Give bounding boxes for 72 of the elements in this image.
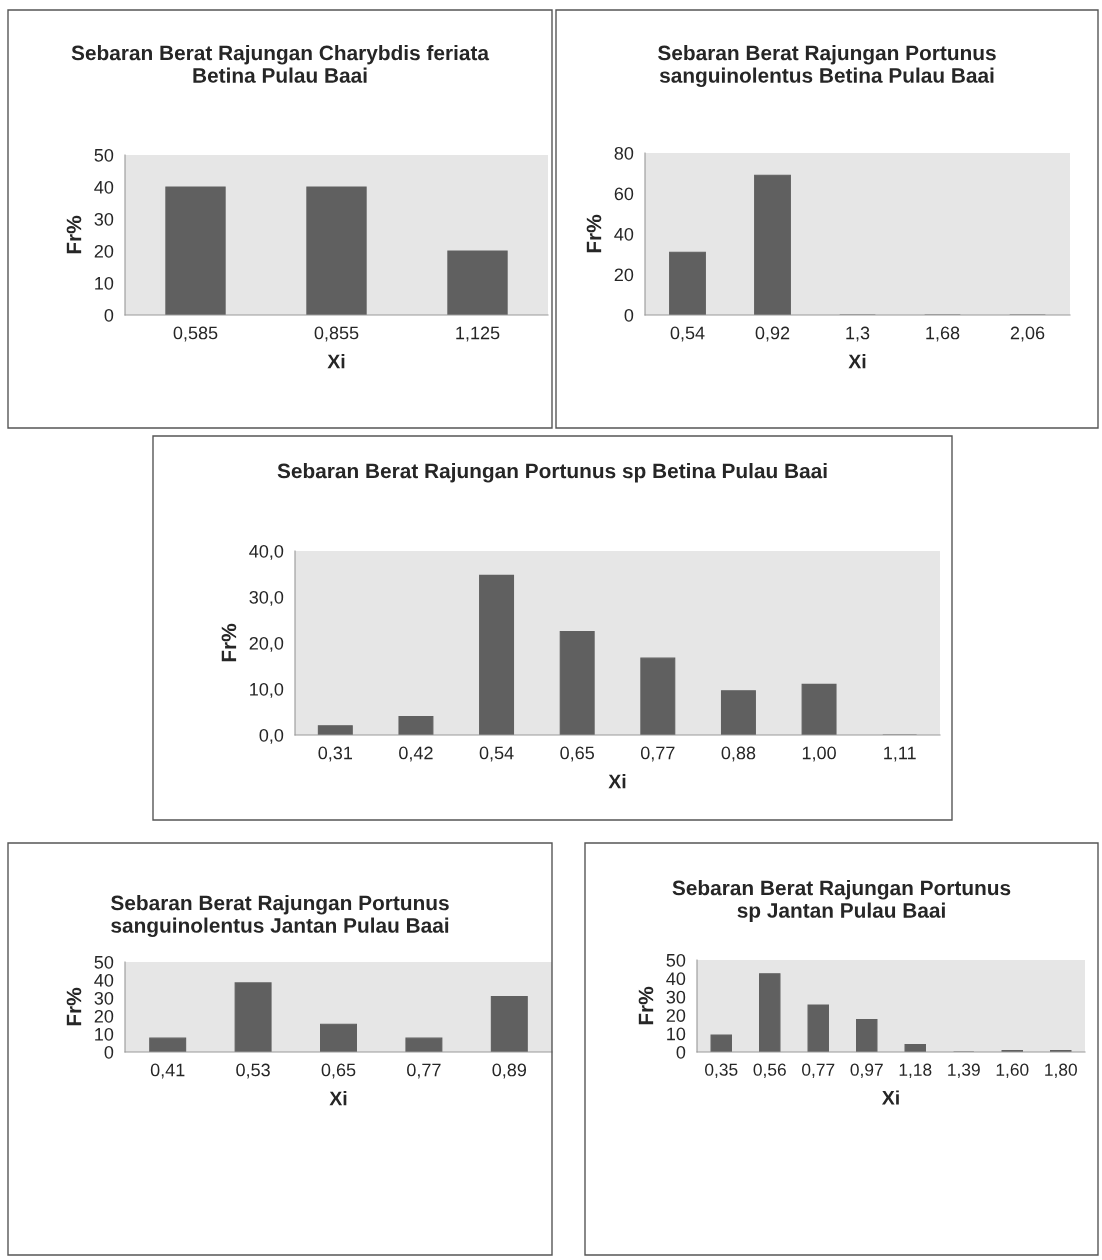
- y-tick-label: 0: [624, 308, 634, 322]
- x-tick-label: 1,3: [846, 326, 870, 342]
- x-tick-label: 0,54: [670, 326, 705, 342]
- x-axis-title: Xi: [329, 1091, 347, 1106]
- x-tick-label: 0,855: [314, 326, 359, 342]
- y-tick-label: 50: [94, 148, 114, 162]
- x-tick-label: 0,65: [560, 746, 594, 762]
- y-tick-label: 10: [95, 276, 114, 290]
- y-axis-title: Fr%: [586, 214, 602, 253]
- y-tick-label: 40: [94, 973, 114, 987]
- y-tick-label: 10: [667, 1027, 686, 1041]
- x-tick-label: 0,88: [721, 746, 756, 762]
- y-tick-label: 0: [676, 1045, 686, 1059]
- y-tick-label: 20: [94, 244, 114, 258]
- x-tick-label: 0,585: [173, 326, 218, 342]
- chart-title: Sebaran Berat Rajungan Portunus sp Betina Pulau Baai: [277, 463, 827, 483]
- y-tick-label: 0,0: [259, 728, 284, 744]
- x-axis-title: Xi: [881, 1090, 899, 1105]
- x-tick-label: 0,54: [479, 746, 514, 762]
- x-tick-label: 2,06: [1010, 326, 1045, 342]
- x-tick-label: 0,92: [755, 326, 790, 342]
- y-tick-label: 10,0: [250, 682, 284, 698]
- x-tick-label: 0,53: [236, 1063, 270, 1079]
- y-tick-label: 60: [614, 187, 634, 201]
- x-tick-label: 0,97: [850, 1063, 883, 1078]
- x-tick-label: 1,11: [884, 746, 916, 762]
- chart-title: Sebaran Berat Rajungan Portunus sanguinolentus Betina Pulau Baai: [658, 45, 996, 88]
- y-tick-label: 30: [94, 991, 114, 1005]
- chart-title: Sebaran Berat Rajungan Portunus sp Jantan Pulau Baai: [672, 880, 1011, 922]
- x-tick-label: 1,60: [996, 1063, 1029, 1078]
- y-axis-title: Fr%: [66, 215, 82, 254]
- y-axis-title: Fr%: [221, 623, 237, 662]
- y-tick-label: 10: [95, 1027, 114, 1041]
- chart-title: Sebaran Berat Rajungan Portunus sanguinolentus Jantan Pulau Baai: [111, 895, 449, 938]
- y-tick-label: 40,0: [249, 544, 284, 560]
- y-tick-label: 20,0: [249, 636, 284, 652]
- y-axis-title: Fr%: [638, 986, 654, 1025]
- x-tick-label: 0,35: [705, 1063, 738, 1078]
- x-tick-label: 1,80: [1045, 1063, 1077, 1078]
- x-tick-label: 0,42: [399, 746, 433, 762]
- y-tick-label: 50: [94, 955, 114, 969]
- y-tick-label: 50: [666, 953, 686, 967]
- y-tick-label: 30,0: [249, 590, 284, 606]
- x-tick-label: 0,41: [150, 1063, 185, 1079]
- y-tick-label: 30: [666, 990, 686, 1004]
- x-tick-label: 0,65: [321, 1063, 356, 1079]
- x-tick-label: 1,39: [948, 1063, 980, 1078]
- x-axis-title: Xi: [327, 354, 345, 369]
- x-tick-label: 0,77: [640, 746, 675, 762]
- y-tick-label: 40: [614, 227, 634, 241]
- x-tick-label: 1,68: [926, 326, 960, 342]
- y-tick-label: 0: [104, 1045, 114, 1059]
- x-tick-label: 0,77: [407, 1063, 441, 1079]
- x-tick-label: 1,125: [456, 326, 500, 342]
- y-tick-label: 40: [666, 972, 686, 986]
- x-tick-label: 1,18: [899, 1063, 932, 1078]
- x-axis-title: Xi: [608, 774, 626, 789]
- chart-title: Sebaran Berat Rajungan Charybdis feriata Betina Pulau Baai: [71, 45, 490, 83]
- y-tick-label: 80: [614, 146, 634, 160]
- x-tick-label: 0,77: [802, 1063, 835, 1078]
- y-tick-label: 30: [94, 212, 114, 226]
- x-tick-label: 0,56: [753, 1063, 786, 1078]
- y-tick-label: 0: [104, 308, 114, 322]
- x-axis-title: Xi: [848, 354, 866, 369]
- y-tick-label: 20: [666, 1009, 686, 1022]
- y-tick-label: 20: [94, 1009, 114, 1023]
- x-tick-label: 1,00: [802, 746, 836, 762]
- x-tick-label: 0,89: [492, 1063, 527, 1079]
- x-tick-label: 0,31: [318, 746, 352, 762]
- y-tick-label: 40: [94, 180, 114, 194]
- y-tick-label: 20: [614, 268, 634, 282]
- y-axis-title: Fr%: [66, 987, 82, 1026]
